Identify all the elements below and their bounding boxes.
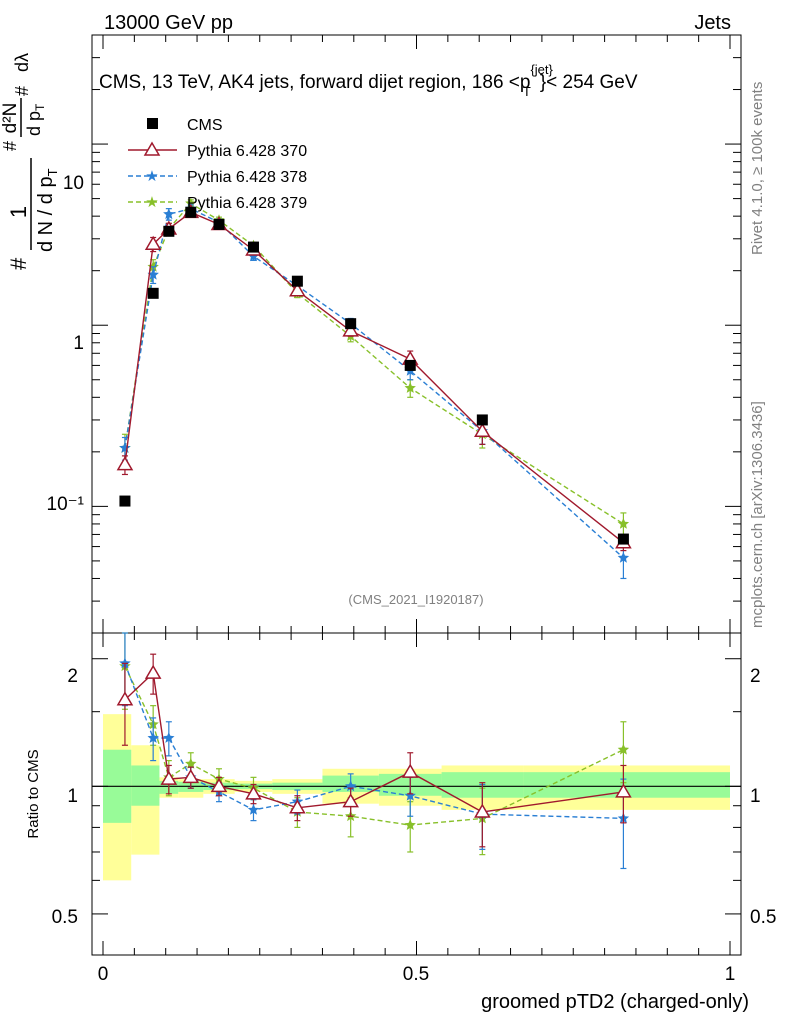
x-tick-label-0: 0: [98, 964, 109, 985]
data-point-ratio: [615, 783, 632, 798]
title-subscript: T: [523, 84, 531, 99]
ylabel-frac1-den: d N / d pT: [35, 168, 60, 252]
main-y-tick-label-0.1: 10⁻¹: [47, 494, 85, 515]
data-point-main: [147, 268, 159, 280]
series-line-main: [124, 202, 624, 525]
data-point-main: [617, 551, 630, 563]
ylabel-frac2-num: d²N: [0, 103, 21, 134]
ylabel-hash-1: #: [6, 257, 31, 270]
data-point-ratio: [210, 777, 228, 793]
data-point-ratio: [182, 768, 200, 784]
ylabel-frac2-den: d pT: [24, 103, 47, 136]
data-point-cms: [247, 241, 259, 253]
data-point-ratio: [144, 664, 162, 679]
legend-entry-pythia-379: ★ Pythia 6.428 379: [128, 193, 307, 212]
series-line-main: [124, 207, 624, 559]
header-category: Jets: [694, 12, 731, 34]
data-point-cms: [291, 275, 303, 287]
legend-label-cms: CMS: [187, 117, 223, 134]
data-point-main: [116, 456, 134, 471]
analysis-watermark: (CMS_2021_I1920187): [348, 592, 483, 607]
chart-title: CMS, 13 TeV, AK4 jets, forward dijet reg…: [99, 62, 638, 99]
series-line-main: [124, 211, 624, 544]
ratio-y-tick-label-right-2: 2: [750, 666, 761, 687]
data-point-main: [474, 422, 491, 437]
data-point-ratio: [401, 763, 419, 778]
ylabel-frac1-num: 1: [6, 206, 31, 218]
header-process: 13000 GeV pp: [104, 12, 233, 34]
x-axis-label: groomed pTD2 (charged-only): [481, 991, 749, 1013]
data-point-ratio: [342, 793, 359, 808]
axis-ticks: [92, 34, 741, 955]
x-tick-label-0.5: 0.5: [403, 964, 429, 985]
legend-marker-star-379: ★: [145, 193, 158, 211]
data-point-ratio: [245, 785, 262, 800]
data-point-ratio: [185, 757, 197, 769]
ratio-y-tick-label-right-1: 1: [750, 786, 761, 807]
data-point-cms: [476, 414, 488, 426]
data-point-cms: [163, 225, 175, 237]
series-pythia-6-428-370: [116, 203, 632, 848]
mcplots-label: mcplots.cern.ch [arXiv:1306.3436]: [749, 401, 766, 628]
title-end: }< 254 GeV: [540, 72, 638, 93]
legend-marker-triangle: [143, 141, 161, 156]
title-main: CMS, 13 TeV, AK4 jets, forward dijet reg…: [99, 72, 530, 93]
data-point-ratio: [404, 819, 416, 830]
ylabel-dlambda: dλ: [12, 53, 32, 72]
data-point-cms: [345, 318, 357, 330]
main-y-tick-label-1: 1: [73, 333, 84, 354]
data-point-cms: [185, 206, 197, 218]
data-point-main: [163, 208, 175, 220]
legend-entry-pythia-370: Pythia 6.428 370: [128, 141, 307, 160]
legend-marker-star-378: ★: [145, 167, 158, 185]
data-point-ratio: [160, 770, 178, 785]
ylabel-hash-3: #: [12, 86, 32, 96]
legend-label-379: Pythia 6.428 379: [187, 195, 307, 212]
series-line-ratio: [124, 665, 624, 826]
data-point-main: [144, 235, 162, 250]
data-point-cms: [119, 495, 131, 507]
data-point-ratio: [474, 803, 491, 818]
main-y-axis-label: # 1 d N / d pT # d²N d pT # dλ: [0, 53, 60, 270]
data-point-main: [342, 322, 359, 337]
data-point-cms: [617, 533, 629, 545]
ylabel-hash-2: #: [0, 141, 20, 151]
rivet-version-label: Rivet 4.1.0, ≥ 100k events: [749, 82, 766, 255]
ratio-y-tick-label-0.5: 0.5: [52, 907, 78, 928]
legend-entry-pythia-378: ★ Pythia 6.428 378: [128, 167, 307, 186]
data-point-ratio: [289, 799, 306, 814]
data-point-main: [617, 517, 630, 529]
series-cms-data: [119, 206, 629, 545]
data-point-cms: [404, 359, 416, 371]
data-point-main: [289, 282, 306, 297]
series-layer: [116, 197, 632, 870]
title-superscript: {jet}: [530, 62, 553, 77]
data-point-ratio: [617, 743, 630, 755]
legend-marker-square: [147, 118, 158, 129]
ratio-y-axis-label: Ratio to CMS: [25, 749, 42, 838]
data-point-ratio: [147, 732, 159, 743]
data-point-ratio: [163, 732, 175, 743]
x-tick-label-1: 1: [725, 964, 736, 985]
main-y-tick-label-10: 10: [63, 173, 84, 194]
legend: CMS Pythia 6.428 370 ★ Pythia 6.428 378 …: [128, 117, 307, 212]
stat-uncertainty-band: [131, 765, 160, 806]
ratio-y-tick-label-2: 2: [67, 666, 78, 687]
data-point-main: [119, 442, 131, 453]
data-point-main: [404, 382, 416, 393]
ratio-y-tick-label-1: 1: [67, 786, 78, 807]
series-pythia-6-428-379: [119, 197, 630, 856]
data-point-cms: [213, 218, 225, 230]
data-point-ratio: [116, 691, 134, 706]
data-point-ratio: [247, 803, 260, 815]
data-point-ratio: [404, 789, 416, 801]
legend-entry-cms: CMS: [147, 117, 223, 134]
legend-label-370: Pythia 6.428 370: [187, 143, 307, 160]
legend-label-378: Pythia 6.428 378: [187, 169, 307, 186]
data-point-cms: [147, 287, 159, 299]
ratio-y-tick-label-right-0.5: 0.5: [750, 907, 776, 928]
